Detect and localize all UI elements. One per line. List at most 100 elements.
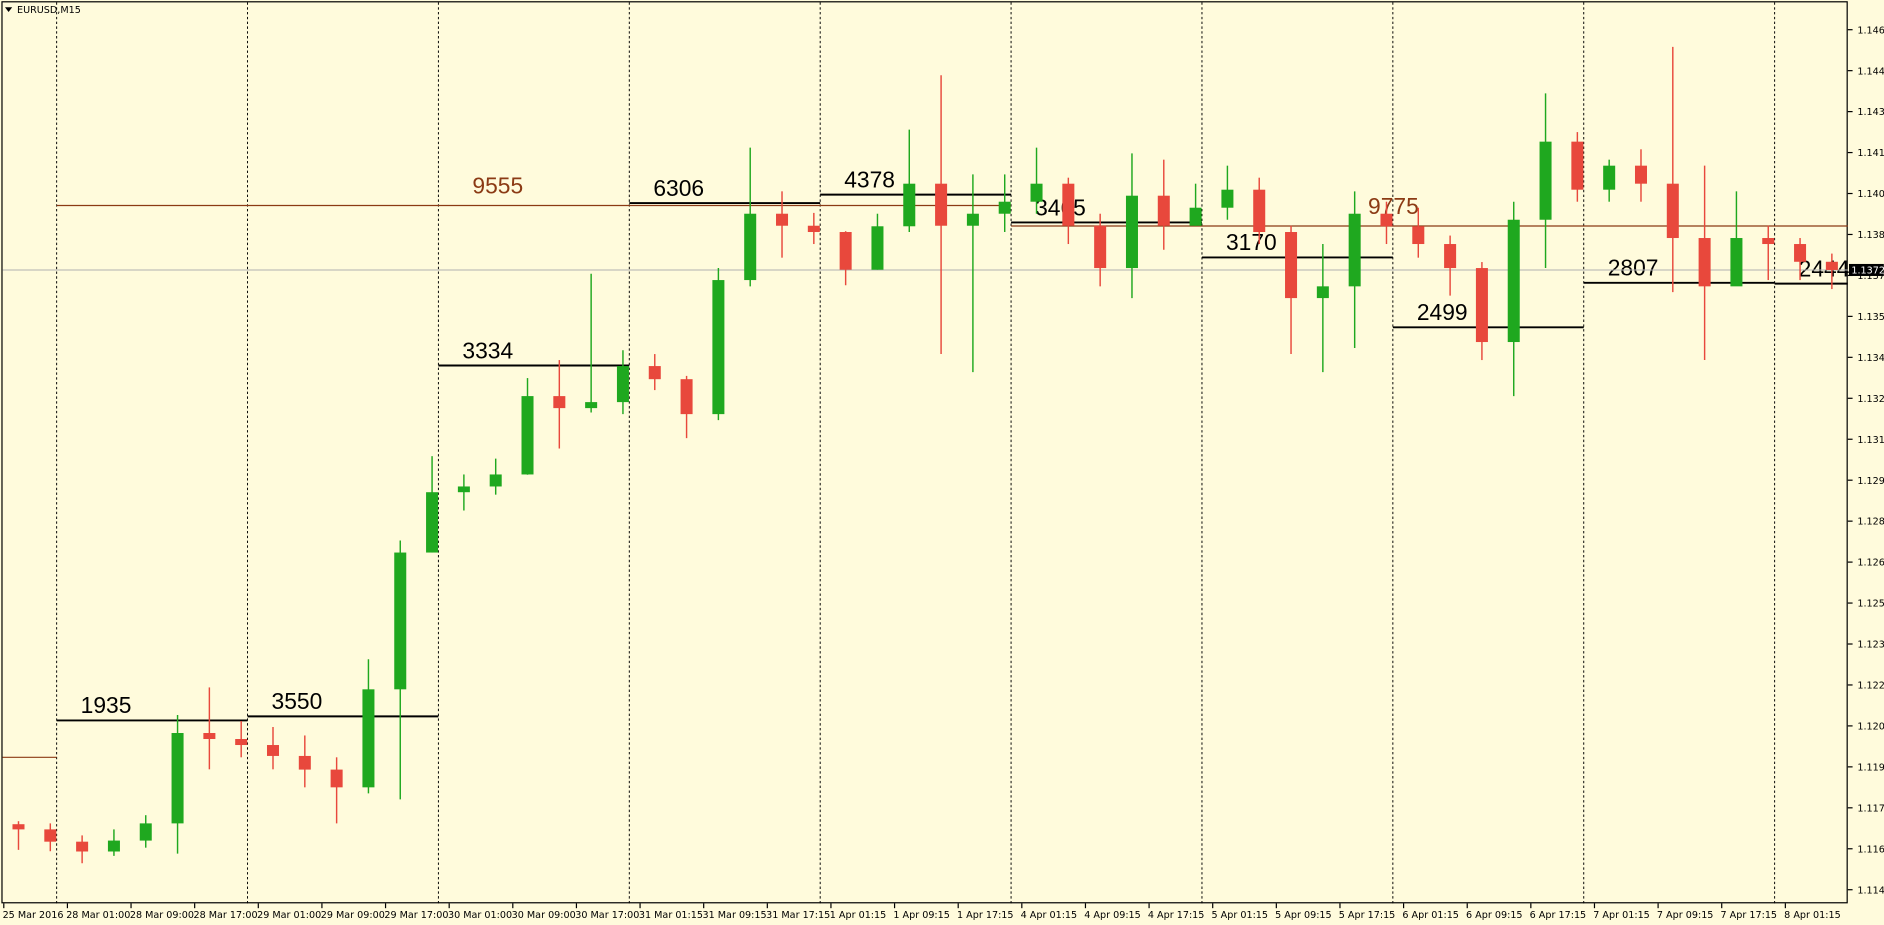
candle-body xyxy=(1571,141,1584,190)
x-tick-label: 5 Apr 09:15 xyxy=(1275,910,1332,921)
x-tick-label: 7 Apr 17:15 xyxy=(1721,910,1778,921)
candle-body xyxy=(712,280,725,415)
candle-body xyxy=(266,745,280,756)
daily-level-label: 2499 xyxy=(1417,299,1468,325)
x-tick-label: 31 Mar 01:15 xyxy=(639,910,703,921)
candle-body xyxy=(489,474,502,487)
candle-body xyxy=(648,366,661,380)
candle-body xyxy=(12,824,25,830)
y-tick-label: 1.1280 xyxy=(1857,517,1884,528)
y-tick-label: 1.1430 xyxy=(1857,107,1884,118)
weekly-level-label: 9555 xyxy=(472,173,523,199)
candle-body xyxy=(1730,238,1743,287)
y-tick-label: 1.1400 xyxy=(1857,189,1884,200)
daily-level-label: 3334 xyxy=(462,337,513,363)
candle-body xyxy=(1157,195,1170,226)
candle-body xyxy=(298,755,311,770)
daily-level-label: 4378 xyxy=(844,166,895,192)
y-tick-label: 1.1325 xyxy=(1857,394,1884,405)
x-tick-label: 31 Mar 09:15 xyxy=(702,910,766,921)
x-tick-label: 1 Apr 01:15 xyxy=(830,910,887,921)
candle-body xyxy=(1285,232,1298,299)
chart-title: EURUSD,M15 xyxy=(17,5,81,16)
x-tick-label: 4 Apr 01:15 xyxy=(1021,910,1078,921)
current-price-label: 1.1372 xyxy=(1851,266,1884,277)
candle-body xyxy=(1539,141,1552,220)
x-tick-label: 29 Mar 09:00 xyxy=(321,910,385,921)
x-tick-label: 6 Apr 01:15 xyxy=(1402,910,1459,921)
x-tick-label: 28 Mar 01:00 xyxy=(66,910,130,921)
current-price-tag xyxy=(1848,263,1884,276)
y-tick-label: 1.1250 xyxy=(1857,599,1884,610)
candle-body xyxy=(76,841,89,852)
y-tick-label: 1.1205 xyxy=(1857,722,1884,733)
candle-body xyxy=(1189,207,1202,226)
candle-body xyxy=(839,232,852,270)
y-tick-label: 1.1415 xyxy=(1857,148,1884,159)
y-tick-label: 1.1145 xyxy=(1857,885,1884,896)
x-tick-label: 1 Apr 09:15 xyxy=(893,910,950,921)
y-tick-label: 1.1235 xyxy=(1857,640,1884,651)
candle-body xyxy=(871,226,884,270)
daily-level-label: 3550 xyxy=(272,688,323,714)
candle-body xyxy=(1030,183,1043,202)
candle-body xyxy=(1444,244,1457,269)
candle-body xyxy=(1698,238,1711,287)
candle-body xyxy=(1794,244,1807,262)
y-tick-label: 1.1295 xyxy=(1857,476,1884,487)
candle-body xyxy=(903,183,916,227)
x-tick-label: 29 Mar 17:00 xyxy=(384,910,448,921)
x-tick-label: 6 Apr 09:15 xyxy=(1466,910,1523,921)
daily-level-label: 1935 xyxy=(81,692,132,718)
candle-body xyxy=(171,733,184,824)
candle-body xyxy=(330,769,343,788)
y-tick-label: 1.1190 xyxy=(1857,762,1884,773)
candle-body xyxy=(1316,286,1329,299)
x-tick-label: 5 Apr 01:15 xyxy=(1212,910,1269,921)
candle-body xyxy=(521,396,534,475)
x-tick-label: 30 Mar 09:00 xyxy=(512,910,576,921)
candle-body xyxy=(1412,226,1425,245)
candle-body xyxy=(1062,183,1075,226)
y-tick-label: 1.1175 xyxy=(1857,803,1884,814)
candle-body xyxy=(807,225,820,233)
x-tick-label: 4 Apr 17:15 xyxy=(1148,910,1205,921)
candle-body xyxy=(1475,268,1488,343)
plot-frame xyxy=(1,1,1848,904)
candle-body xyxy=(553,396,566,409)
candle-body xyxy=(966,213,979,226)
y-tick-label: 1.1340 xyxy=(1857,353,1884,364)
candle-body xyxy=(1603,165,1616,190)
x-tick-label: 8 Apr 01:15 xyxy=(1784,910,1841,921)
candle-body xyxy=(426,492,439,553)
candle-body xyxy=(457,486,470,493)
symbol-menu[interactable] xyxy=(4,7,13,13)
candle-body xyxy=(362,689,375,788)
x-tick-label: 30 Mar 01:00 xyxy=(448,910,512,921)
x-tick-label: 30 Mar 17:00 xyxy=(575,910,639,921)
candle-body xyxy=(1825,261,1838,270)
weekly-level-label: 9775 xyxy=(1368,193,1419,219)
y-tick-label: 1.1265 xyxy=(1857,558,1884,569)
candle-body xyxy=(107,840,120,852)
candle-body xyxy=(235,739,248,746)
y-tick-label: 1.1160 xyxy=(1857,844,1884,855)
x-tick-label: 25 Mar 2016 xyxy=(3,910,64,921)
candle-body xyxy=(1348,213,1361,287)
candle-body xyxy=(203,733,216,740)
daily-level-label: 6306 xyxy=(653,175,704,201)
daily-level-label: 3170 xyxy=(1226,229,1277,255)
candle-body xyxy=(998,201,1011,214)
x-tick-label: 4 Apr 09:15 xyxy=(1084,910,1141,921)
y-tick-label: 1.1355 xyxy=(1857,312,1884,323)
x-tick-label: 7 Apr 01:15 xyxy=(1593,910,1650,921)
candle-body xyxy=(1507,219,1520,343)
daily-level-label: 2807 xyxy=(1608,255,1659,281)
y-tick-label: 1.1460 xyxy=(1857,25,1884,36)
x-tick-label: 31 Mar 17:15 xyxy=(766,910,830,921)
candle-body xyxy=(1634,165,1647,184)
candle-body xyxy=(680,379,693,415)
